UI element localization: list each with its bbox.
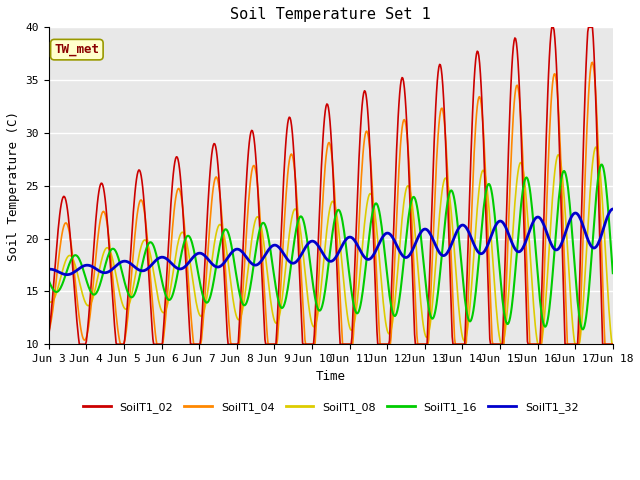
SoilT1_16	[322, 281, 330, 287]
SoilT1_04	[558, 187, 566, 192]
SoilT1_16	[433, 301, 440, 307]
SoilT1_08	[377, 274, 385, 280]
Line: SoilT1_04: SoilT1_04	[49, 62, 613, 344]
SoilT1_16	[377, 218, 385, 224]
Y-axis label: Soil Temperature (C): Soil Temperature (C)	[7, 111, 20, 261]
SoilT1_16	[557, 177, 565, 183]
SoilT1_02	[45, 333, 52, 338]
SoilT1_08	[169, 273, 177, 279]
SoilT1_16	[169, 292, 177, 298]
SoilT1_32	[433, 246, 441, 252]
SoilT1_04	[170, 216, 177, 222]
SoilT1_32	[609, 206, 617, 212]
SoilT1_02	[194, 341, 202, 347]
SoilT1_04	[609, 341, 617, 347]
SoilT1_16	[598, 162, 605, 168]
SoilT1_32	[378, 236, 385, 241]
SoilT1_16	[579, 326, 587, 332]
SoilT1_08	[498, 341, 506, 347]
SoilT1_08	[433, 250, 440, 256]
Line: SoilT1_02: SoilT1_02	[49, 27, 613, 344]
SoilT1_04	[323, 147, 331, 153]
SoilT1_02	[433, 78, 441, 84]
Line: SoilT1_16: SoilT1_16	[49, 165, 613, 329]
SoilT1_32	[63, 272, 70, 277]
SoilT1_32	[170, 262, 177, 268]
SoilT1_16	[609, 270, 617, 276]
SoilT1_02	[378, 341, 385, 347]
SoilT1_08	[45, 298, 52, 304]
Legend: SoilT1_02, SoilT1_04, SoilT1_08, SoilT1_16, SoilT1_32: SoilT1_02, SoilT1_04, SoilT1_08, SoilT1_…	[79, 397, 583, 417]
SoilT1_02	[559, 259, 566, 265]
SoilT1_08	[592, 144, 600, 150]
SoilT1_32	[323, 256, 331, 262]
SoilT1_02	[548, 24, 556, 30]
SoilT1_02	[170, 171, 177, 177]
SoilT1_02	[609, 341, 617, 347]
Title: Soil Temperature Set 1: Soil Temperature Set 1	[230, 7, 431, 22]
SoilT1_08	[322, 234, 330, 240]
SoilT1_32	[558, 240, 566, 246]
Line: SoilT1_08: SoilT1_08	[49, 147, 613, 344]
SoilT1_16	[45, 277, 52, 283]
SoilT1_08	[609, 341, 617, 347]
SoilT1_08	[193, 302, 200, 308]
X-axis label: Time: Time	[316, 370, 346, 383]
SoilT1_04	[45, 328, 52, 334]
SoilT1_04	[194, 341, 202, 347]
SoilT1_04	[433, 144, 441, 150]
Text: TW_met: TW_met	[54, 43, 99, 56]
SoilT1_02	[76, 341, 84, 347]
SoilT1_08	[558, 168, 566, 174]
SoilT1_04	[117, 341, 125, 347]
SoilT1_32	[45, 266, 52, 272]
Line: SoilT1_32: SoilT1_32	[49, 209, 613, 275]
SoilT1_16	[193, 263, 200, 268]
SoilT1_32	[194, 251, 202, 256]
SoilT1_02	[323, 101, 331, 107]
SoilT1_04	[378, 341, 385, 347]
SoilT1_04	[589, 60, 596, 65]
